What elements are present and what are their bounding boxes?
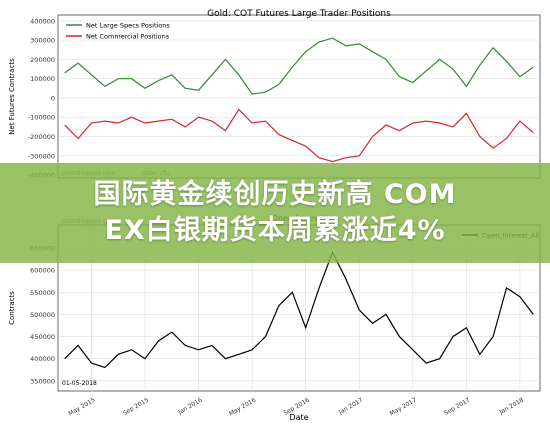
plot-area [57, 14, 541, 179]
date-note: 01-05-2018 [62, 380, 97, 387]
x-tick-label: Jan 2016 [176, 397, 203, 417]
y-tick-label: 450000 [30, 333, 55, 341]
x-tick-label: Jan 2017 [337, 397, 364, 417]
x-tick-label: May 2017 [389, 397, 418, 418]
y-tick-label: 400000 [30, 17, 55, 25]
y-tick-label: -300000 [28, 152, 55, 160]
x-tick-label: May 2016 [228, 397, 257, 418]
x-axis-label: Date [289, 413, 308, 422]
overlay-line: EX白银期货本周累涨近4% [104, 215, 446, 246]
data-line [64, 250, 534, 369]
y-tick-label: 550000 [30, 289, 55, 297]
y-tick-label: 600000 [30, 267, 55, 275]
y-axis-label: Net Futures Contracts [8, 58, 16, 135]
x-tick-label: Sep 2015 [122, 397, 150, 417]
y-tick-label: 350000 [30, 377, 55, 385]
y-tick-label: 300000 [30, 37, 55, 45]
overlay-line: 国际黄金续创历史新高 COM [93, 179, 457, 210]
overlay-banner: 国际黄金续创历史新高 COM EX白银期货本周累涨近4% [0, 163, 550, 263]
y-tick-label: -200000 [28, 133, 55, 141]
y-tick-label: 0 [51, 94, 55, 102]
y-tick-label: 100000 [30, 75, 55, 83]
x-tick-label: May 2015 [67, 397, 96, 418]
chart-title: Gold: COT Futures Large Trader Positions [207, 9, 391, 19]
y-tick-label: 400000 [30, 355, 55, 363]
y-tick-label: -100000 [28, 114, 55, 122]
legend-label: Net Commercial Positions [86, 33, 170, 41]
x-tick-label: Jan 2018 [498, 397, 525, 417]
data-line [64, 37, 534, 95]
data-line [64, 108, 534, 163]
y-tick-label: 200000 [30, 56, 55, 64]
y-axis-label: Contracts [8, 291, 16, 325]
y-tick-label: 500000 [30, 311, 55, 319]
legend-label: Net Large Specs Positions [86, 22, 170, 30]
x-tick-label: Sep 2017 [443, 397, 471, 417]
